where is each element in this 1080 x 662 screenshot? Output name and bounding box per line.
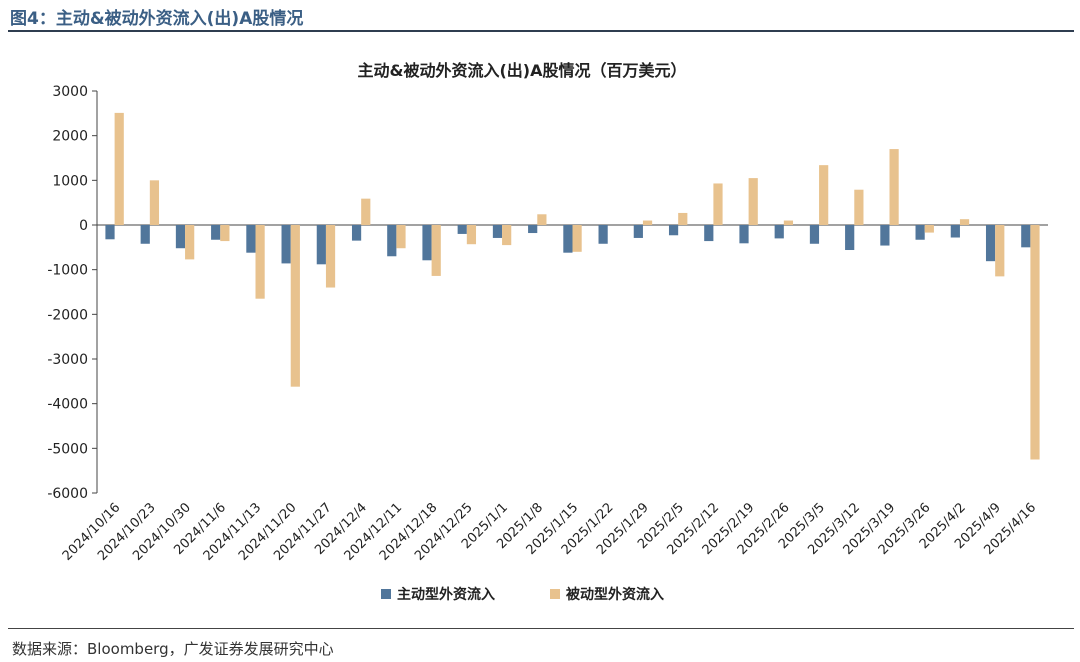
bar-passive-26 bbox=[995, 225, 1005, 277]
y-tick-label: 1000 bbox=[52, 173, 88, 189]
x-tick-labels: 2024/10/162024/10/232024/10/302024/11/62… bbox=[60, 500, 1039, 564]
bar-active-9 bbox=[387, 225, 397, 257]
bar-active-25 bbox=[950, 225, 960, 238]
bar-active-4 bbox=[211, 225, 221, 240]
bar-active-6 bbox=[281, 225, 291, 264]
bar-active-3 bbox=[175, 225, 186, 249]
bar-passive-22 bbox=[854, 189, 864, 225]
footer-rule bbox=[8, 628, 1074, 629]
bar-active-19 bbox=[739, 225, 749, 244]
bar-active-10 bbox=[422, 225, 432, 261]
bar-active-8 bbox=[351, 225, 362, 241]
bar-passive-19 bbox=[748, 178, 758, 225]
bar-passive-18 bbox=[713, 183, 723, 225]
bar-active-14 bbox=[563, 225, 573, 253]
bar-active-26 bbox=[985, 225, 996, 262]
bar-passive-3 bbox=[185, 225, 195, 260]
bars bbox=[105, 112, 1040, 460]
y-tick-label: -4000 bbox=[47, 397, 88, 413]
bar-passive-25 bbox=[959, 219, 970, 225]
bar-active-22 bbox=[845, 225, 855, 251]
legend-swatch-passive bbox=[550, 589, 560, 599]
bar-passive-11 bbox=[466, 225, 477, 245]
bar-passive-5 bbox=[255, 225, 265, 299]
bar-passive-13 bbox=[537, 214, 547, 225]
bar-passive-17 bbox=[678, 212, 688, 225]
legend-label-passive: 被动型外资流入 bbox=[566, 586, 664, 603]
bar-passive-2 bbox=[149, 180, 160, 225]
bar-active-27 bbox=[1021, 225, 1031, 248]
bar-passive-12 bbox=[502, 225, 512, 246]
chart: 主动&被动外资流入(出)A股情况（百万美元） 3000 2000 1000 0 -100… bbox=[47, 61, 1048, 603]
bar-passive-14 bbox=[572, 225, 582, 252]
bar-passive-24 bbox=[924, 225, 934, 233]
bar-active-18 bbox=[704, 225, 714, 242]
bar-active-21 bbox=[809, 225, 820, 244]
bar-passive-16 bbox=[642, 220, 653, 225]
bar-active-24 bbox=[915, 225, 925, 240]
bar-active-5 bbox=[246, 225, 256, 253]
bar-passive-10 bbox=[431, 225, 441, 276]
y-tick-label: -3000 bbox=[47, 352, 88, 368]
y-tick-label: -5000 bbox=[47, 441, 88, 457]
bar-passive-6 bbox=[290, 225, 300, 387]
y-tick-label: -2000 bbox=[47, 307, 88, 323]
legend-label-active: 主动型外资流入 bbox=[397, 586, 495, 603]
bar-active-16 bbox=[633, 225, 643, 238]
bar-passive-23 bbox=[889, 149, 899, 225]
chart-title: 主动&被动外资流入(出)A股情况（百万美元） bbox=[358, 61, 687, 80]
y-tick-label: -1000 bbox=[47, 263, 88, 279]
y-tick-label: 2000 bbox=[52, 129, 88, 145]
bar-passive-4 bbox=[220, 225, 230, 242]
y-tick-label: 0 bbox=[79, 218, 88, 234]
bar-active-17 bbox=[668, 225, 679, 236]
y-tick-label: 3000 bbox=[52, 84, 88, 100]
bar-passive-1 bbox=[114, 112, 124, 225]
legend: 主动型外资流入 被动型外资流入 bbox=[381, 586, 664, 603]
bar-active-15 bbox=[598, 225, 608, 244]
bar-active-20 bbox=[774, 225, 784, 239]
y-tick-label: -6000 bbox=[47, 486, 88, 502]
bar-passive-20 bbox=[783, 220, 794, 225]
bar-active-7 bbox=[316, 225, 326, 265]
bar-active-13 bbox=[528, 225, 538, 234]
bar-active-1 bbox=[105, 225, 115, 240]
bar-active-12 bbox=[492, 225, 503, 238]
header-rule bbox=[8, 30, 1074, 32]
figure-header: 图4：主动&被动外资流入(出)A股情况 bbox=[10, 9, 304, 29]
bar-passive-7 bbox=[325, 225, 336, 288]
bar-passive-21 bbox=[819, 165, 829, 225]
bar-passive-8 bbox=[361, 198, 371, 225]
source-note: 数据来源：Bloomberg，广发证券发展研究中心 bbox=[12, 640, 334, 658]
bar-passive-9 bbox=[396, 225, 406, 249]
axes: 3000 2000 1000 0 -1000 -2000 -3000 -4000 -5000 -6… bbox=[47, 84, 1048, 502]
bar-passive-27 bbox=[1030, 225, 1040, 460]
bar-active-2 bbox=[140, 225, 150, 244]
bar-active-23 bbox=[880, 225, 890, 246]
legend-swatch-active bbox=[381, 589, 391, 599]
bar-active-11 bbox=[457, 225, 467, 234]
